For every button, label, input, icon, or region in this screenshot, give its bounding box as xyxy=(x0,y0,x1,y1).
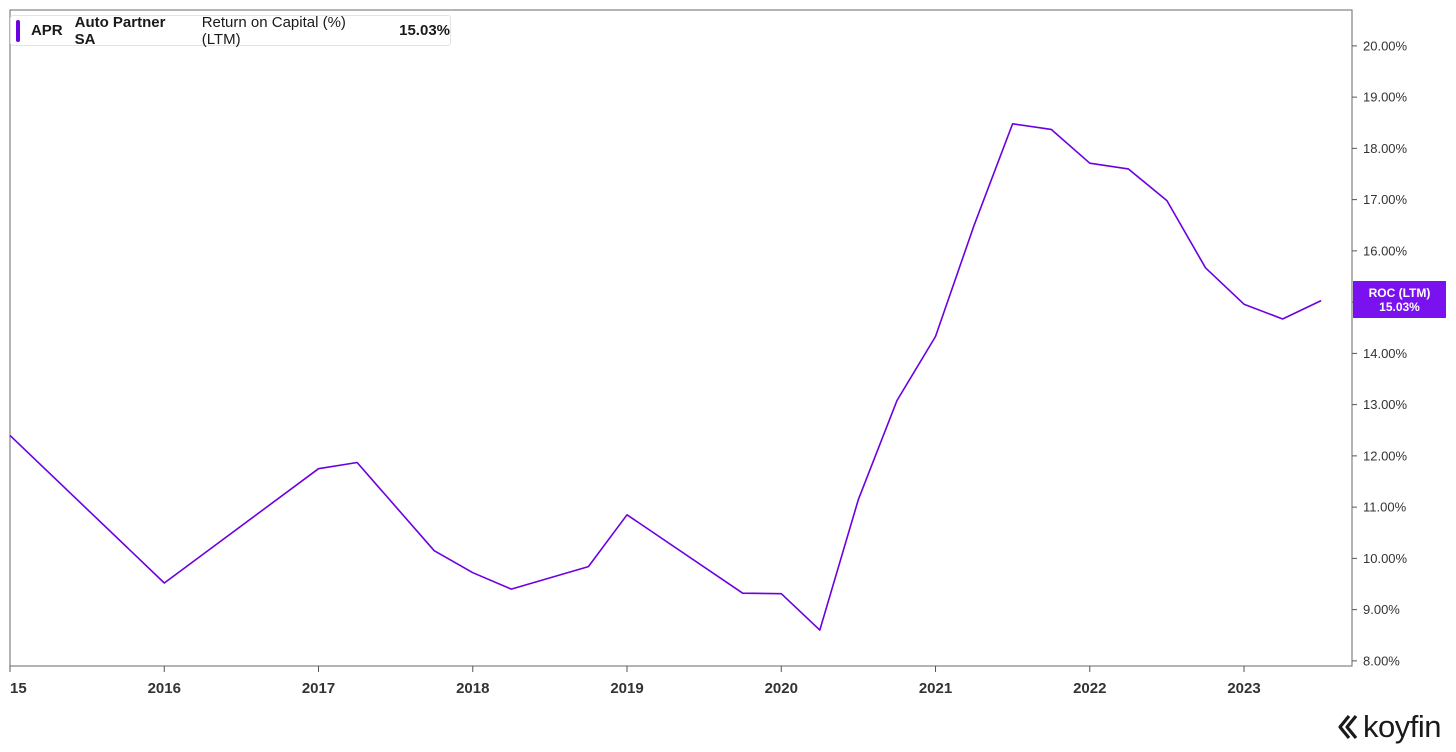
x-tick-label: 2021 xyxy=(919,680,952,697)
koyfin-logo: koyfin xyxy=(1337,708,1441,746)
y-tick-label: 10.00% xyxy=(1363,551,1408,566)
series-color-swatch xyxy=(16,19,20,42)
legend[interactable]: APR Auto Partner SA Return on Capital (%… xyxy=(10,13,451,48)
x-tick-label: 15 xyxy=(10,680,27,697)
x-tick-label: 2023 xyxy=(1227,680,1260,697)
y-tick-label: 19.00% xyxy=(1363,90,1408,105)
y-tick-label: 16.00% xyxy=(1363,243,1408,258)
y-tick-label: 13.00% xyxy=(1363,397,1408,412)
x-tick-label: 2017 xyxy=(302,680,335,697)
y-tick-label: 20.00% xyxy=(1363,38,1408,53)
koyfin-chevron-icon xyxy=(1338,714,1358,740)
x-tick-label: 2022 xyxy=(1073,680,1106,697)
x-tick-label: 2020 xyxy=(765,680,798,697)
plot-frame xyxy=(9,9,1353,667)
x-tick-label: 2016 xyxy=(148,680,181,697)
legend-current-value: 15.03% xyxy=(399,22,450,39)
y-tick-label: 12.00% xyxy=(1363,448,1408,463)
x-tick-label: 2019 xyxy=(610,680,643,697)
last-value-series-name: ROC (LTM) xyxy=(1368,285,1431,300)
series-layer xyxy=(9,123,1322,631)
last-value-number: 15.03% xyxy=(1379,299,1420,314)
y-tick-label: 14.00% xyxy=(1363,346,1408,361)
y-axis: 8.00% 9.00% 10.00% 11.00% 12.00% 13.00% 14.00%… xyxy=(1352,38,1408,668)
legend-ticker: APR xyxy=(30,22,63,39)
x-axis: 15 2016 2017 2018 2019 2020 2021 2022 2023 xyxy=(9,666,1261,697)
legend-metric-name: Return on Capital (%) (LTM) xyxy=(201,13,346,48)
plot-border xyxy=(9,9,1353,667)
y-tick-label: 17.00% xyxy=(1363,192,1408,207)
y-tick-label: 9.00% xyxy=(1363,602,1400,617)
legend-company-name: Auto Partner SA xyxy=(74,13,166,48)
y-tick-label: 11.00% xyxy=(1363,500,1407,515)
y-tick-label: 18.00% xyxy=(1363,141,1408,156)
koyfin-logo-text: koyfin xyxy=(1363,709,1441,744)
last-value-label: ROC (LTM) 15.03% xyxy=(1353,281,1446,318)
y-tick-label: 8.00% xyxy=(1363,653,1400,668)
series-line-roc xyxy=(9,123,1322,631)
x-tick-label: 2018 xyxy=(456,680,489,697)
